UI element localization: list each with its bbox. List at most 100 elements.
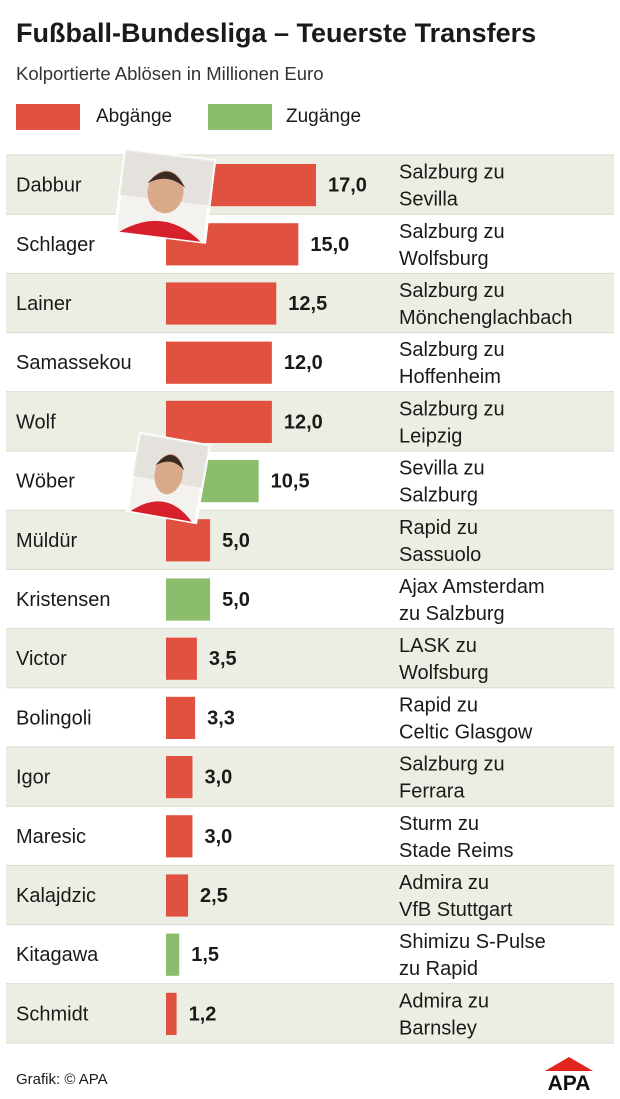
category-label: Bolingoli (16, 707, 92, 729)
legend-label-abgaenge: Abgänge (96, 106, 173, 127)
bar (166, 341, 272, 384)
value-label: 1,5 (191, 944, 219, 966)
category-label: Lainer (16, 293, 72, 315)
transfer-label-line2: Sassuolo (399, 544, 481, 566)
legend-swatch-zugaenge (208, 104, 272, 130)
player-photo (125, 431, 211, 525)
transfer-label-line1: Rapid zu (399, 694, 478, 716)
photo-shirt (119, 220, 201, 242)
bar (166, 756, 193, 799)
transfer-label-line1: Salzburg zu (399, 162, 505, 184)
bar (166, 874, 189, 917)
category-label: Kitagawa (16, 944, 99, 966)
category-label: Maresic (16, 826, 86, 848)
transfer-label-line1: LASK zu (399, 635, 477, 657)
category-label: Müldür (16, 530, 77, 552)
value-label: 3,3 (207, 707, 235, 729)
category-label: Igor (16, 767, 51, 789)
value-label: 5,0 (222, 530, 250, 552)
bar (166, 282, 277, 325)
bar (166, 992, 177, 1035)
category-label: Wöber (16, 471, 75, 493)
transfer-label-line1: Salzburg zu (399, 280, 505, 302)
photo-hair (155, 454, 185, 471)
transfer-label-line1: Sevilla zu (399, 458, 485, 480)
bar (166, 519, 211, 562)
transfer-label-line1: Salzburg zu (399, 398, 505, 420)
category-label: Samassekou (16, 352, 132, 374)
row-background (6, 391, 614, 451)
transfer-label-line2: Salzburg (399, 485, 478, 507)
apa-logo-text: APA (548, 1072, 591, 1091)
value-label: 15,0 (310, 234, 349, 256)
transfer-label-line1: Shimizu S-Pulse (399, 931, 546, 953)
row-background (6, 273, 614, 333)
transfer-label-line2: Stade Reims (399, 840, 514, 862)
apa-logo: APA (545, 1057, 593, 1091)
row-background (6, 569, 614, 629)
row-background (6, 687, 614, 747)
player-photo (113, 148, 217, 244)
transfer-label-line1: Admira zu (399, 872, 489, 894)
row-background (6, 983, 614, 1043)
chart-title: Fußball-Bundesliga – Teuerste Transfers (16, 18, 537, 48)
value-label: 10,5 (271, 471, 310, 493)
bar (166, 815, 193, 858)
legend-swatch-abgaenge (16, 104, 80, 130)
category-label: Schmidt (16, 1003, 89, 1025)
value-label: 2,5 (200, 885, 228, 907)
chart-subtitle: Kolportierte Ablösen in Millionen Euro (16, 63, 324, 84)
category-label: Kristensen (16, 589, 111, 611)
category-label: Schlager (16, 234, 95, 256)
row-background (6, 865, 614, 925)
transfer-label-line2: Ferrara (399, 781, 465, 803)
transfer-label-line2: Hoffenheim (399, 366, 501, 388)
transfer-label-line1: Ajax Amsterdam (399, 576, 545, 598)
row-background (6, 747, 614, 807)
transfer-label-line2: zu Salzburg (399, 603, 505, 625)
transfer-label-line1: Sturm zu (399, 813, 479, 835)
photo-shirt (130, 501, 192, 522)
transfer-label-line2: Wolfsburg (399, 662, 489, 684)
bar (166, 578, 211, 621)
transfer-label-line1: Salzburg zu (399, 754, 505, 776)
row-background (6, 628, 614, 688)
transfer-label-line2: Barnsley (399, 1017, 477, 1039)
transfer-label-line2: Celtic Glasgow (399, 721, 533, 743)
row-background (6, 510, 614, 570)
bar (166, 696, 196, 739)
value-label: 17,0 (328, 175, 367, 197)
row-background (6, 332, 614, 392)
row-background (6, 451, 614, 511)
value-label: 1,2 (189, 1003, 217, 1025)
bar (166, 400, 272, 443)
transfer-label-line2: Sevilla (399, 189, 459, 211)
transfer-label-line2: Wolfsburg (399, 248, 489, 270)
transfer-label-line1: Salzburg zu (399, 221, 505, 243)
row-background (6, 214, 614, 274)
footer-credit: Grafik: © APA (16, 1071, 108, 1088)
transfer-label-line1: Salzburg zu (399, 339, 505, 361)
value-label: 3,0 (204, 826, 232, 848)
category-label: Dabbur (16, 175, 82, 197)
value-label: 3,0 (204, 767, 232, 789)
value-label: 3,5 (209, 648, 237, 670)
row-background (6, 806, 614, 866)
value-label: 5,0 (222, 589, 250, 611)
row-background (6, 924, 614, 984)
transfer-label-line2: Mönchenglachbach (399, 307, 572, 329)
transfer-label-line2: VfB Stuttgart (399, 899, 513, 921)
photo-face (147, 170, 184, 214)
transfer-label-line2: Leipzig (399, 425, 462, 447)
bar (166, 933, 180, 976)
bar-chart: Dabbur 17,0 Salzburg zu Sevilla Schlager 15,0… (6, 148, 614, 1044)
transfer-label-line2: zu Rapid (399, 958, 478, 980)
bar (166, 637, 197, 680)
photo-face (154, 454, 183, 495)
value-label: 12,5 (288, 293, 327, 315)
category-label: Victor (16, 648, 67, 670)
value-label: 12,0 (284, 352, 323, 374)
transfer-label-line1: Rapid zu (399, 517, 478, 539)
transfer-label-line1: Admira zu (399, 990, 489, 1012)
category-label: Kalajdzic (16, 885, 96, 907)
